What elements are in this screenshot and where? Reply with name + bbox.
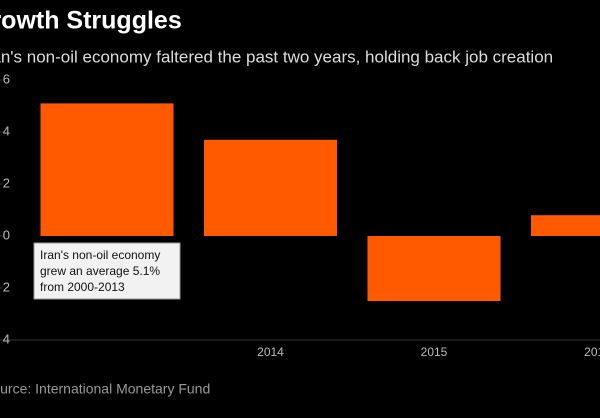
y-tick-label: -4 bbox=[0, 331, 10, 346]
bar bbox=[204, 139, 337, 236]
y-tick-label: 0 bbox=[3, 227, 10, 242]
y-tick-label: 2 bbox=[3, 175, 10, 190]
annotation-line: Iran's non-oil economy bbox=[40, 248, 160, 262]
bar bbox=[531, 215, 600, 236]
bar bbox=[40, 103, 174, 237]
chart-subtitle: Iran's non-oil economy faltered the past… bbox=[0, 47, 553, 66]
chart-title: Growth Struggles bbox=[0, 7, 182, 35]
annotation-line: grew an average 5.1% bbox=[40, 264, 160, 278]
annotation-line: from 2000-2013 bbox=[40, 280, 125, 294]
y-tick-label: 4 bbox=[3, 123, 10, 138]
source: Source: International Monetary Fund bbox=[0, 381, 210, 397]
annotation-box bbox=[33, 242, 181, 300]
x-tick-label: 2016 bbox=[584, 345, 600, 359]
y-tick-label: -2 bbox=[0, 279, 10, 294]
y-tick-label: 6 bbox=[3, 71, 10, 86]
x-tick-label: 2014 bbox=[257, 345, 284, 359]
annotation: Iran's non-oil economy grew an average 5.… bbox=[33, 242, 181, 300]
x-tick-label: 2015 bbox=[421, 345, 448, 359]
bar bbox=[367, 236, 501, 301]
